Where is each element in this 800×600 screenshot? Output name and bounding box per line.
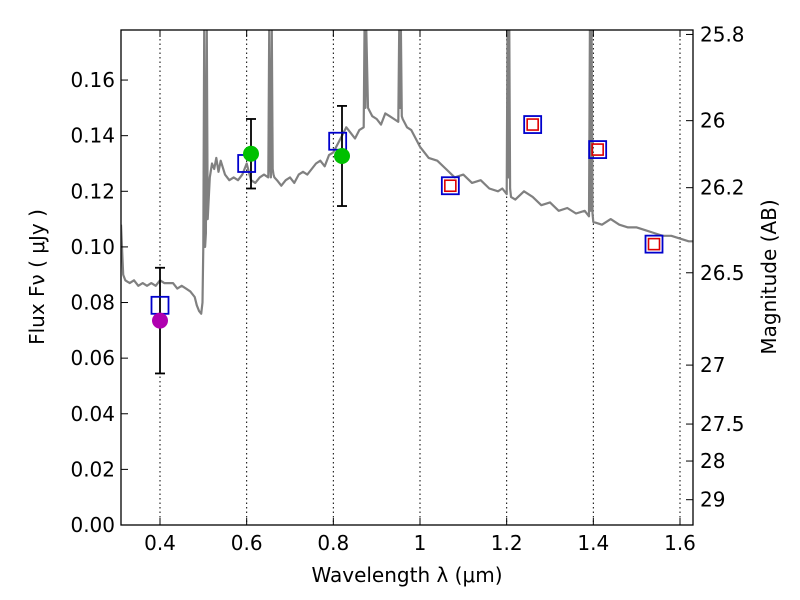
observed-nir-square-0 [444, 179, 457, 193]
right-tick-label-29: 29 [700, 488, 725, 512]
y-tick-label-0.00: 0.00 [70, 513, 115, 537]
right-tick-label-27: 27 [700, 353, 725, 377]
y-tick-label-0.12: 0.12 [70, 179, 115, 203]
axes-frame [120, 29, 694, 526]
observed-nir-square-1 [526, 118, 539, 131]
model-flux-square-3 [440, 176, 460, 196]
model-spectrum-line [121, 30, 693, 315]
observed-nir-square-3 [647, 237, 661, 251]
y-tick-label-0.06: 0.06 [70, 346, 115, 370]
x-tick-label-0.6: 0.6 [231, 531, 263, 555]
observed-optical-point-2 [334, 147, 350, 164]
axis-layer: 0.4 0.6 0.8 1 1.2 1.4 1.6 0.00 0.02 0.04 0.06 0.08 0… [70, 22, 744, 555]
model-flux-square-4 [523, 115, 543, 134]
right-tick-label-27.5: 27.5 [700, 412, 745, 436]
y-tick-label-0.08: 0.08 [70, 291, 115, 315]
model-flux-square-2 [328, 131, 348, 151]
right-tick-label-25.8: 25.8 [700, 22, 745, 46]
y-tick-label-0.14: 0.14 [70, 124, 115, 148]
y-tick-label-0.16: 0.16 [70, 68, 115, 92]
right-tick-label-26: 26 [700, 109, 725, 133]
x-tick-label-1.6: 1.6 [664, 531, 696, 555]
y-tick-label-0.04: 0.04 [70, 402, 115, 426]
x-tick-label-1.4: 1.4 [577, 531, 609, 555]
observed-nir-square-2 [591, 143, 604, 156]
right-axis-label: Magnitude (AB) [757, 199, 781, 354]
observed-optical-point-1 [243, 145, 259, 162]
x-tick-label-1: 1 [414, 531, 427, 555]
y-tick-label-0.10: 0.10 [70, 235, 115, 259]
observed-optical-point-0 [152, 312, 168, 329]
right-tick-label-26.2: 26.2 [700, 176, 745, 200]
right-tick-label-26.5: 26.5 [700, 261, 745, 285]
data-layer [121, 30, 693, 375]
x-tick-label-0.8: 0.8 [317, 531, 349, 555]
y-axis-label: Flux Fν ( μJy ) [25, 209, 49, 345]
x-tick-label-1.2: 1.2 [491, 531, 523, 555]
x-tick-label-0.4: 0.4 [144, 531, 176, 555]
model-flux-square-6 [644, 234, 664, 254]
y-tick-label-0.02: 0.02 [70, 457, 115, 481]
x-axis-label: Wavelength λ (μm) [311, 563, 502, 587]
model-flux-square-5 [588, 140, 608, 159]
right-tick-label-28: 28 [700, 449, 725, 473]
grid-lines [159, 30, 681, 525]
